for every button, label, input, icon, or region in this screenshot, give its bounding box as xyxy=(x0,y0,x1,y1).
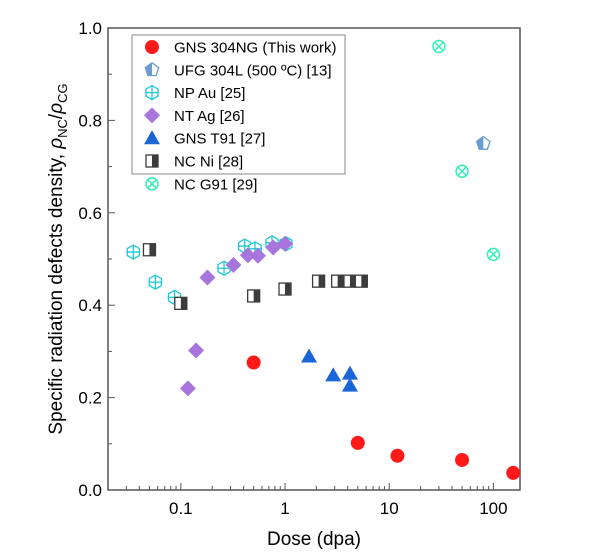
y-tick-label: 0.6 xyxy=(78,204,102,223)
marker-cross xyxy=(457,166,468,177)
series-3 xyxy=(179,235,294,397)
legend-label: NC G91 [29] xyxy=(174,176,257,193)
data-point xyxy=(350,435,365,450)
data-point xyxy=(341,377,358,392)
series-0 xyxy=(246,355,521,480)
data-point xyxy=(174,296,188,311)
marker-cross xyxy=(146,178,158,189)
marker-fill xyxy=(152,155,158,167)
data-point xyxy=(341,365,358,380)
data-point xyxy=(455,452,470,467)
y-tick-label: 0.2 xyxy=(78,389,102,408)
x-axis-title: Dose (dpa) xyxy=(267,529,361,550)
marker-cross xyxy=(126,245,141,260)
legend-label: NC Ni [28] xyxy=(174,154,243,171)
marker-cross xyxy=(488,249,499,260)
data-point xyxy=(506,465,521,480)
legend-marker xyxy=(144,130,160,145)
data-point xyxy=(247,289,261,303)
data-point xyxy=(142,243,157,257)
data-point xyxy=(301,348,318,363)
x-tick-label: 10 xyxy=(380,499,399,518)
y-tick-label: 0.8 xyxy=(78,111,102,130)
legend-entry: NC G91 [29] xyxy=(145,176,257,193)
legend-label: GNS 304NG (This work) xyxy=(174,40,337,57)
data-point xyxy=(390,448,405,463)
marker-fill xyxy=(361,275,368,288)
y-tick-label: 0.4 xyxy=(78,296,102,315)
data-point xyxy=(188,342,205,359)
legend-box xyxy=(131,34,346,175)
legend-entry: NT Ag [26] xyxy=(144,107,245,125)
marker-fill xyxy=(145,62,152,76)
marker-fill xyxy=(318,275,325,288)
marker-outline xyxy=(455,164,469,178)
x-tick-label: 0.1 xyxy=(169,499,193,518)
legend-marker xyxy=(145,154,159,168)
marker-fill xyxy=(476,136,484,150)
data-point xyxy=(126,244,141,260)
series-1 xyxy=(475,135,491,150)
legend-entry: UFG 304L (500 ºC) [13] xyxy=(144,61,332,79)
marker-fill xyxy=(285,283,292,296)
marker-fill xyxy=(349,275,356,288)
data-point xyxy=(343,274,357,288)
data-point xyxy=(475,135,491,150)
legend-marker xyxy=(144,61,160,77)
y-tick-label: 1.0 xyxy=(78,19,102,38)
legend-entry: GNS T91 [27] xyxy=(144,130,265,148)
series-4 xyxy=(301,348,358,392)
marker-outline xyxy=(486,247,501,262)
marker-outline xyxy=(145,177,159,191)
data-point xyxy=(311,274,326,288)
legend-label: NP Au [25] xyxy=(174,85,245,102)
y-axis-title: Specific radiation defects density, ρNC/… xyxy=(46,83,70,434)
legend-marker xyxy=(145,40,159,54)
data-point xyxy=(455,164,469,178)
legend-label: UFG 304L (500 ºC) [13] xyxy=(174,62,332,79)
legend-marker xyxy=(144,107,160,124)
data-point xyxy=(265,239,282,256)
legend-marker xyxy=(145,84,159,101)
legend-entry: NC Ni [28] xyxy=(145,154,243,171)
data-point xyxy=(249,247,266,264)
data-point xyxy=(325,367,342,382)
data-point xyxy=(354,274,368,288)
legend: GNS 304NG (This work) UFG 304L (500 ºC) [… xyxy=(131,34,346,193)
data-point xyxy=(199,269,216,286)
series-6 xyxy=(432,39,501,262)
data-point xyxy=(239,247,256,264)
data-point xyxy=(277,235,294,252)
data-point xyxy=(432,39,446,54)
legend-label: GNS T91 [27] xyxy=(174,131,265,148)
legend-entry: NP Au [25] xyxy=(145,84,245,102)
data-point xyxy=(148,274,163,290)
data-point xyxy=(179,380,196,397)
marker-outline xyxy=(432,39,446,54)
series-5 xyxy=(142,243,368,311)
marker-fill xyxy=(149,243,156,256)
marker-cross xyxy=(148,275,163,290)
x-tick-label: 100 xyxy=(479,499,507,518)
data-point xyxy=(486,247,501,262)
data-point xyxy=(331,274,345,288)
marker-fill xyxy=(180,297,187,310)
marker-cross xyxy=(433,41,444,52)
marker-fill xyxy=(253,289,260,302)
legend-entry: GNS 304NG (This work) xyxy=(145,40,337,57)
data-point xyxy=(246,355,261,370)
marker-fill xyxy=(337,275,344,288)
marker-cross xyxy=(145,85,159,100)
legend-marker xyxy=(145,177,159,191)
data-point xyxy=(278,282,292,296)
x-tick-label: 1 xyxy=(280,499,289,518)
y-tick-label: 0.0 xyxy=(78,481,102,500)
legend-label: NT Ag [26] xyxy=(174,108,245,125)
data-point xyxy=(225,257,242,274)
